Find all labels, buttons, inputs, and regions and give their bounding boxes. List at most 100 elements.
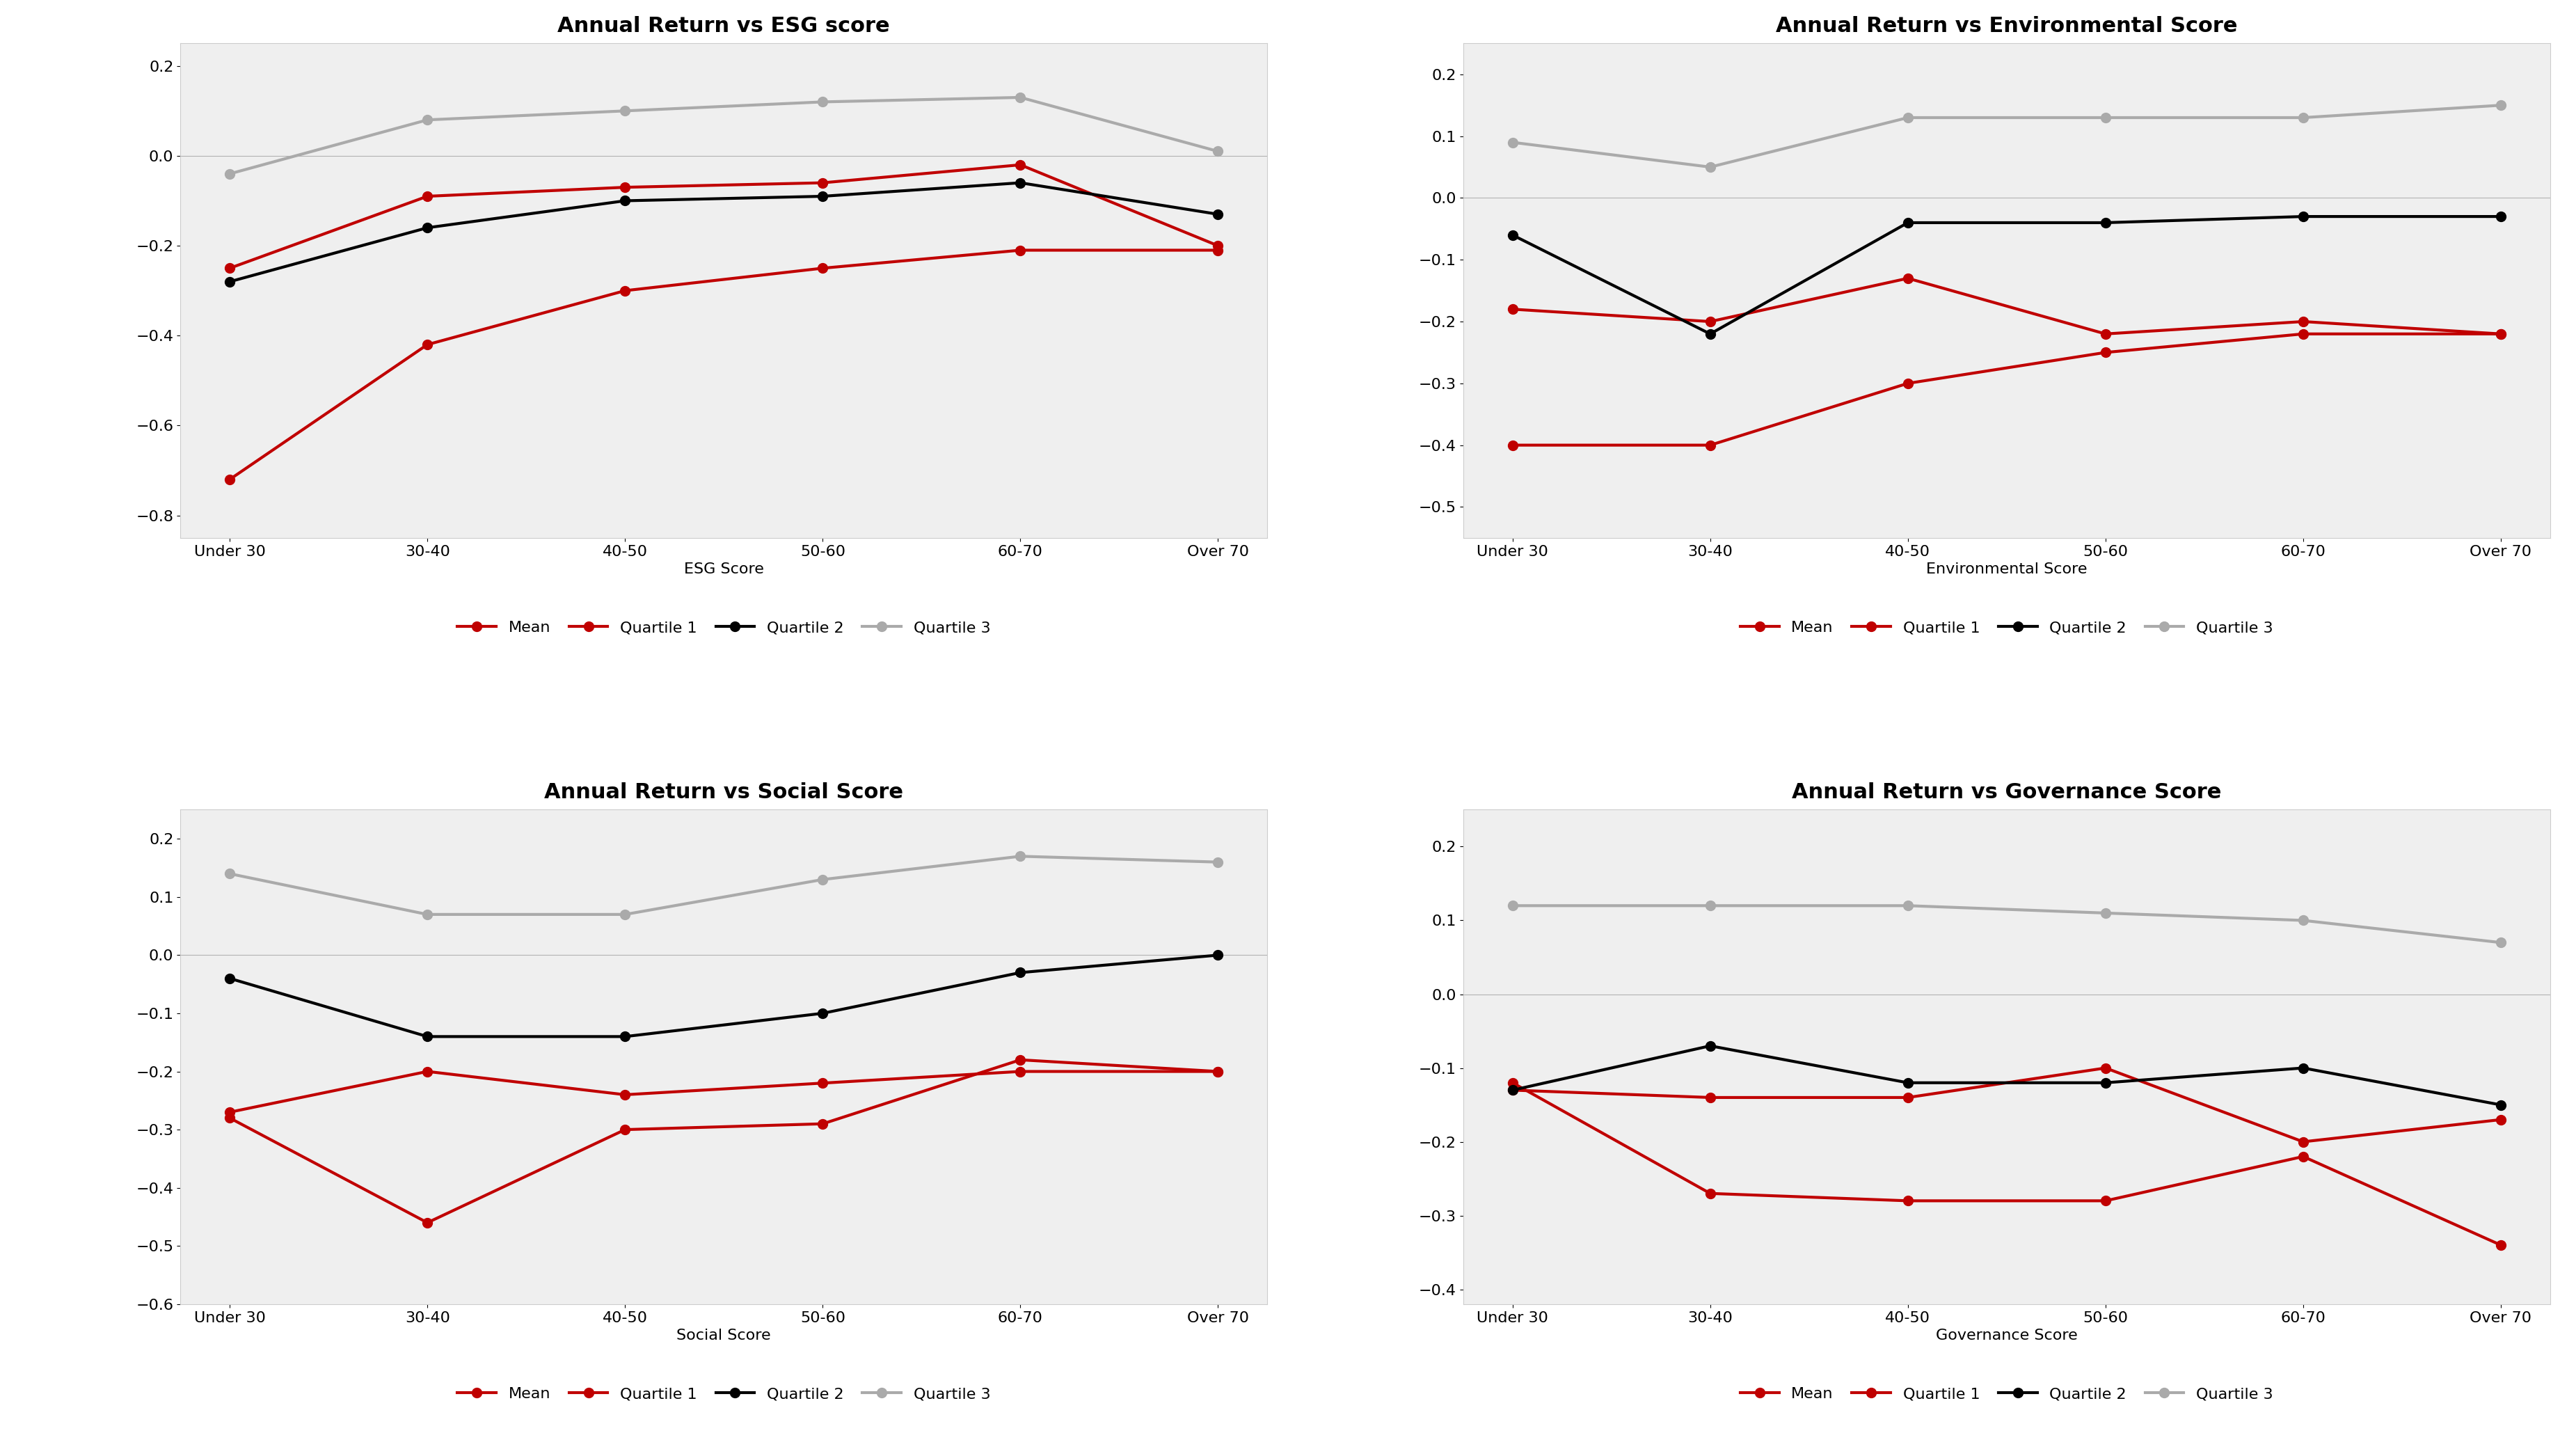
Quartile 2: [1695, 325, 1726, 342]
Quartile 1: [412, 336, 443, 354]
Line: Mean: Mean: [224, 159, 1224, 272]
Quartile 3: [2089, 904, 2120, 922]
Quartile 3: [214, 865, 245, 882]
Quartile 1: [2089, 1059, 2120, 1077]
Line: Quartile 1: Quartile 1: [1507, 1064, 2506, 1146]
Line: Quartile 2: Quartile 2: [1507, 1040, 2506, 1110]
Quartile 3: [1893, 897, 1924, 914]
Mean: [611, 178, 641, 196]
Quartile 3: [2089, 109, 2120, 126]
Quartile 1: [2486, 1111, 2517, 1129]
Mean: [214, 1104, 245, 1122]
Quartile 3: [1497, 133, 1528, 151]
X-axis label: Environmental Score: Environmental Score: [1927, 562, 2087, 577]
Mean: [1005, 1062, 1036, 1080]
Mean: [1695, 313, 1726, 330]
Quartile 2: [1695, 1037, 1726, 1055]
Line: Quartile 3: Quartile 3: [1507, 901, 2506, 948]
Quartile 3: [1497, 897, 1528, 914]
Quartile 1: [806, 1116, 837, 1133]
Quartile 2: [2287, 1059, 2318, 1077]
Quartile 1: [1203, 242, 1234, 259]
Quartile 1: [1005, 1051, 1036, 1068]
Quartile 3: [2486, 933, 2517, 951]
Mean: [2486, 1236, 2517, 1253]
Mean: [2089, 1193, 2120, 1210]
Quartile 3: [412, 906, 443, 923]
Mean: [2486, 325, 2517, 342]
Quartile 3: [412, 112, 443, 129]
Quartile 3: [1203, 142, 1234, 159]
Quartile 2: [2486, 1097, 2517, 1114]
Title: Annual Return vs ESG score: Annual Return vs ESG score: [559, 16, 891, 36]
Mean: [806, 1074, 837, 1091]
Quartile 1: [611, 283, 641, 300]
Mean: [1893, 270, 1924, 287]
Quartile 1: [1695, 1088, 1726, 1106]
Quartile 3: [1695, 158, 1726, 175]
Quartile 1: [214, 1110, 245, 1127]
Quartile 3: [806, 93, 837, 110]
Line: Mean: Mean: [224, 1066, 1224, 1117]
Quartile 2: [1203, 206, 1234, 223]
Quartile 1: [1497, 436, 1528, 454]
Quartile 3: [2287, 911, 2318, 929]
Quartile 1: [1005, 242, 1036, 259]
Quartile 2: [806, 187, 837, 204]
Quartile 3: [214, 165, 245, 183]
Quartile 2: [611, 1027, 641, 1045]
Line: Quartile 2: Quartile 2: [224, 178, 1224, 287]
Legend: Mean, Quartile 1, Quartile 2, Quartile 3: Mean, Quartile 1, Quartile 2, Quartile 3: [1734, 614, 2280, 640]
Quartile 2: [2089, 214, 2120, 232]
Mean: [412, 187, 443, 204]
Mean: [1497, 300, 1528, 317]
Quartile 1: [214, 471, 245, 488]
Quartile 1: [1497, 1081, 1528, 1098]
Mean: [1203, 238, 1234, 255]
Mean: [1695, 1185, 1726, 1203]
Mean: [1893, 1193, 1924, 1210]
Quartile 2: [2287, 207, 2318, 225]
Quartile 2: [214, 272, 245, 290]
Quartile 2: [412, 1027, 443, 1045]
X-axis label: ESG Score: ESG Score: [683, 562, 765, 577]
Mean: [2287, 313, 2318, 330]
Mean: [412, 1062, 443, 1080]
Line: Quartile 3: Quartile 3: [1507, 100, 2506, 172]
Quartile 2: [1893, 214, 1924, 232]
Quartile 1: [1203, 1062, 1234, 1080]
Quartile 2: [214, 969, 245, 987]
Quartile 1: [2089, 343, 2120, 361]
Quartile 1: [2287, 1133, 2318, 1151]
Line: Quartile 1: Quartile 1: [224, 245, 1224, 484]
Quartile 3: [2287, 109, 2318, 126]
Quartile 2: [1497, 1081, 1528, 1098]
Quartile 2: [1005, 174, 1036, 191]
Legend: Mean, Quartile 1, Quartile 2, Quartile 3: Mean, Quartile 1, Quartile 2, Quartile 3: [451, 614, 997, 640]
Quartile 2: [412, 219, 443, 236]
Quartile 1: [412, 1214, 443, 1232]
Title: Annual Return vs Environmental Score: Annual Return vs Environmental Score: [1775, 16, 2239, 36]
Mean: [2287, 1148, 2318, 1165]
Quartile 1: [1695, 436, 1726, 454]
Quartile 1: [1893, 375, 1924, 393]
Quartile 3: [1695, 897, 1726, 914]
Quartile 1: [2287, 325, 2318, 342]
Quartile 3: [806, 871, 837, 888]
Quartile 3: [611, 103, 641, 120]
X-axis label: Social Score: Social Score: [677, 1329, 770, 1343]
Quartile 1: [806, 259, 837, 277]
Quartile 1: [611, 1122, 641, 1139]
Quartile 3: [1005, 848, 1036, 865]
Quartile 2: [1497, 226, 1528, 243]
Quartile 3: [1005, 88, 1036, 106]
Title: Annual Return vs Social Score: Annual Return vs Social Score: [544, 782, 904, 803]
Line: Mean: Mean: [1507, 1078, 2506, 1250]
X-axis label: Governance Score: Governance Score: [1935, 1329, 2079, 1343]
Mean: [1497, 1074, 1528, 1091]
Quartile 3: [1203, 853, 1234, 871]
Line: Quartile 3: Quartile 3: [224, 93, 1224, 178]
Quartile 1: [2486, 325, 2517, 342]
Mean: [2089, 325, 2120, 342]
Quartile 2: [1005, 964, 1036, 981]
